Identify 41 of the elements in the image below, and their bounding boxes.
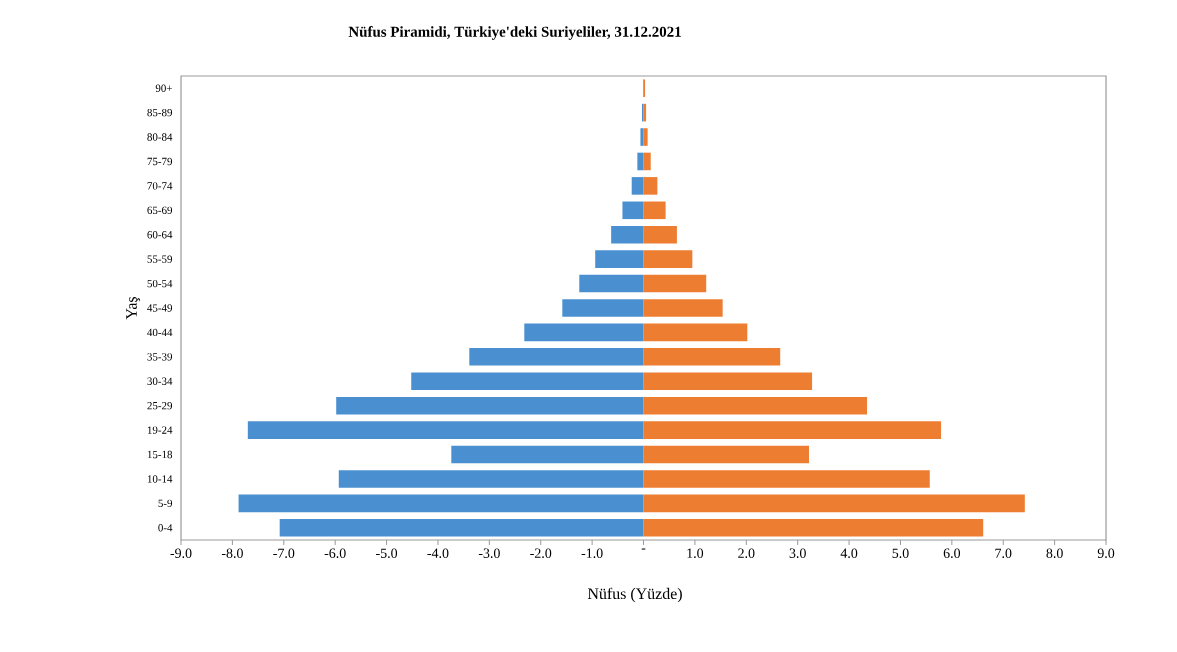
y-tick-label: 55-59 [147,255,173,263]
y-tick-label: 80-84 [147,133,173,141]
y-tick-label: 85-89 [147,108,173,117]
x-tick-label: 3.0 [789,548,806,558]
x-tick-label: 1.0 [687,548,704,558]
y-tick-label: 10-14 [147,475,173,483]
x-tick-label: -3.0 [478,548,500,558]
y-tick-label: 60-64 [147,231,173,239]
y-tick-label: 65-69 [147,206,173,214]
y-tick-label: 35-39 [147,353,173,361]
x-tick-label: -7.0 [273,548,295,558]
x-tick-label: 8.0 [1046,548,1063,558]
y-tick-label: 0-4 [158,524,173,532]
y-tick-label: 40-44 [147,328,173,337]
x-tick-label: -1.0 [581,548,603,558]
x-tick-label: -8.0 [221,548,243,558]
y-tick-label: 30-34 [147,377,173,385]
y-tick-label: 19-24 [147,426,173,434]
y-tick-label: 90+ [155,84,172,92]
y-axis-title: Yaş [126,296,141,320]
x-tick-label: - [641,548,646,550]
y-tick-label: 25-29 [147,402,173,410]
x-tick-label: 4.0 [840,548,858,558]
x-tick-label: 5.0 [892,548,909,558]
x-tick-label: 2.0 [738,548,755,558]
y-tick-label: 15-18 [147,450,173,459]
y-tick-label: 5-9 [158,499,173,508]
y-tick-label: 70-74 [147,182,173,190]
y-tick-label: 45-49 [147,304,173,312]
x-tick-label: -5.0 [376,548,398,558]
x-tick-label: -6.0 [324,548,346,558]
x-tick-label: 6.0 [943,548,961,558]
x-tick-label: -2.0 [530,548,552,558]
y-tick-label: 75-79 [147,157,173,166]
y-tick-label: 50-54 [147,279,173,288]
x-tick-label: 9.0 [1097,548,1115,558]
chart-title: Nüfus Piramidi, Türkiye'deki Suriyeliler, 31.12.2021 [348,26,681,40]
x-tick-label: -4.0 [427,548,449,558]
x-tick-label: 7.0 [995,548,1012,558]
x-axis-title: Nüfus (Yüzde) [587,587,682,603]
x-tick-label: -9.0 [170,548,192,558]
